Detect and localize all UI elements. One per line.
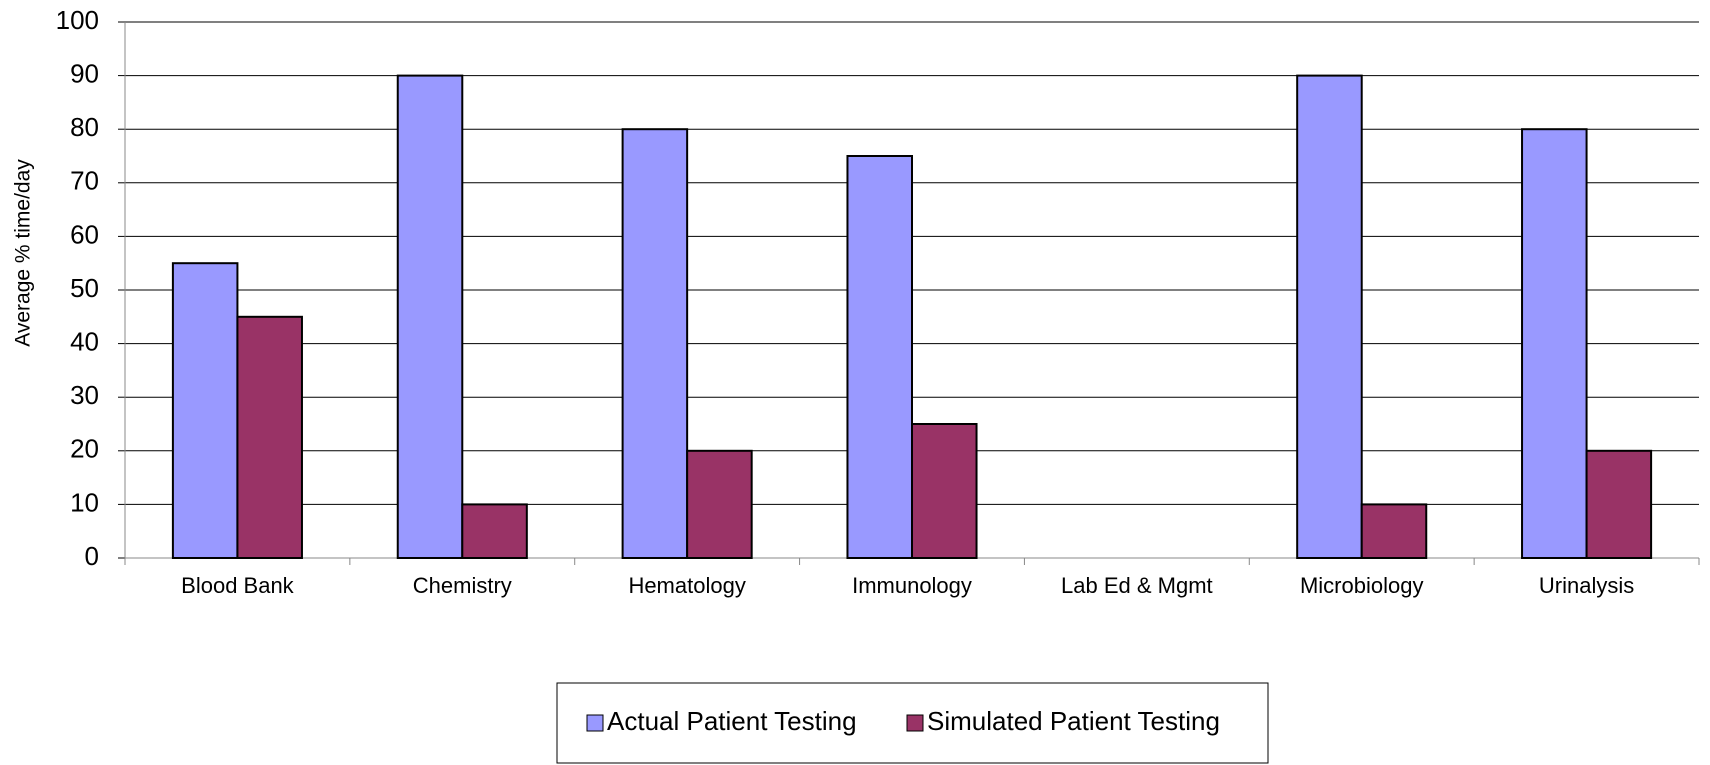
y-tick-label: 0 [85,541,99,571]
legend-label: Actual Patient Testing [607,706,857,736]
bar [1360,503,1428,559]
x-tick-label: Microbiology [1300,573,1424,598]
bar [236,315,303,559]
y-tick-label: 20 [70,434,99,464]
y-tick-label: 30 [70,380,99,410]
y-tick-label: 90 [70,58,99,88]
y-tick-label: 40 [70,326,99,356]
bar [171,262,239,559]
y-tick-label: 60 [70,219,99,249]
x-tick-label: Lab Ed & Mgmt [1061,573,1213,598]
x-tick-label: Blood Bank [181,573,295,598]
x-tick-label: Immunology [852,573,972,598]
bar [396,74,464,559]
x-tick-label: Chemistry [413,573,512,598]
y-tick-label: 70 [70,166,99,196]
bar [1585,449,1653,559]
bar [911,423,978,559]
y-tick-label: 80 [70,112,99,142]
bar [621,128,689,559]
legend-label: Simulated Patient Testing [927,706,1220,736]
legend-swatch [906,714,924,732]
bar [1296,74,1363,559]
legend-swatch [586,714,604,732]
x-tick-label: Urinalysis [1539,573,1634,598]
bar [846,155,913,559]
y-tick-label: 10 [70,487,99,517]
y-tick-label: 100 [56,5,99,35]
bar [686,449,753,559]
x-tick-label: Hematology [628,573,745,598]
bar [461,503,528,559]
bar [1521,128,1588,559]
y-axis-label: Average % time/day [12,159,35,347]
y-tick-label: 50 [70,273,99,303]
